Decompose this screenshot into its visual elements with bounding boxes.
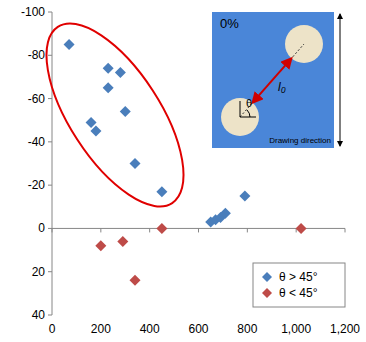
legend-marker [262,288,272,298]
inset-label: 0% [220,16,239,31]
y-tick [48,185,52,186]
x-tick-label: 1,000 [281,322,311,336]
x-tick-label: 1,200 [330,322,360,336]
legend: θ > 45° θ < 45° [253,263,345,307]
inset-direction-arrow [340,14,341,146]
inset-direction-label: Drawing direction [269,136,331,145]
point [90,126,101,137]
x-tick-label: 400 [140,322,160,336]
x-tick [345,228,346,232]
inset-theta: θ [246,97,252,109]
highlight-ellipse [20,2,210,227]
x-tick-label: 0 [49,322,56,336]
y-tick [48,228,52,229]
inset-length: l₀ [278,80,286,94]
legend-marker [262,272,272,282]
inset-centerline [240,44,304,117]
point [86,117,97,128]
inset-background [212,12,334,148]
x-tick [198,228,199,232]
inset-distance-arrow [253,58,292,102]
x-tick [100,228,101,232]
y-tick [48,271,52,272]
point [117,236,128,247]
x-tick-label: 600 [188,322,208,336]
point [156,186,167,197]
point [64,39,75,50]
point [156,223,167,234]
legend-label: θ > 45° [279,270,318,284]
legend-label: θ < 45° [279,286,318,300]
inset-axis [240,101,241,117]
chart: -100-80-60-40-200204002004006008001,0001… [0,0,366,342]
y-tick-label: 40 [32,308,46,322]
legend-box [253,263,345,307]
y-tick-label: -20 [28,178,46,192]
inset-particle [221,98,259,136]
point [115,67,126,78]
x-tick [247,228,248,232]
point [120,106,131,117]
y-tick-label: 0 [38,221,45,235]
y-tick-label: 20 [32,265,46,279]
y-tick [48,12,52,13]
y-axis-line [52,12,53,315]
y-tick [48,55,52,56]
inset: 0% θ l₀ Drawing direction [212,12,334,148]
points [64,39,307,286]
inset-angle-arc [247,110,250,117]
point [95,240,106,251]
point [103,63,114,74]
point [296,223,307,234]
y-tick-label: -40 [28,135,46,149]
y-tick-label: -60 [28,92,46,106]
point [239,190,250,201]
point [220,208,231,219]
y-tick [48,315,52,316]
inset-axis [240,117,256,118]
x-tick [149,228,150,232]
point [130,158,141,169]
y-tick-label: -100 [21,5,45,19]
x-tick-label: 800 [237,322,257,336]
chart-container: -100-80-60-40-200204002004006008001,0001… [0,0,366,342]
y-tick-label: -80 [28,48,46,62]
point [130,275,141,286]
y-tick [48,98,52,99]
y-tick [48,141,52,142]
x-tick-label: 200 [91,322,111,336]
x-tick [52,228,53,232]
point [103,82,114,93]
